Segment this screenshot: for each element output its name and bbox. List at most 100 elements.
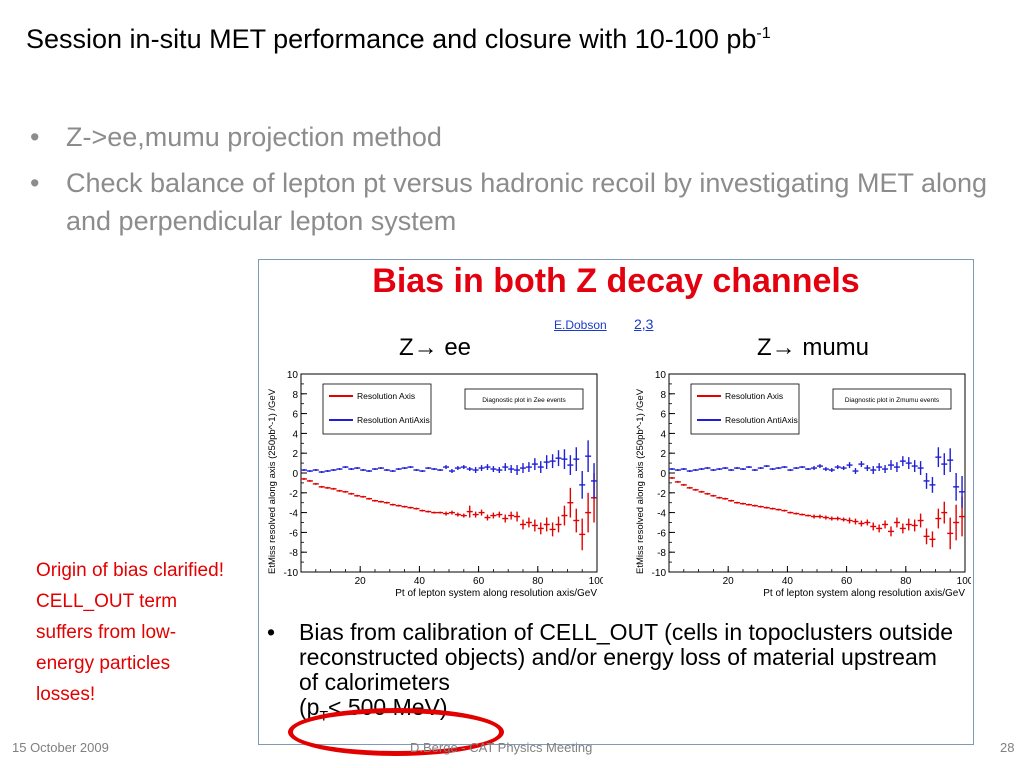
x-tick-label: 60 xyxy=(841,576,853,587)
x-tick-label: 20 xyxy=(355,576,367,587)
data-point xyxy=(348,492,355,495)
data-point xyxy=(704,467,711,470)
data-point xyxy=(401,505,408,508)
data-point xyxy=(496,511,503,518)
y-tick-label: 0 xyxy=(660,469,666,480)
data-point xyxy=(781,509,788,512)
data-point xyxy=(923,528,930,545)
data-point xyxy=(816,464,823,469)
data-point xyxy=(549,454,556,469)
data-point xyxy=(466,505,473,518)
author-refs-link[interactable]: 2,3 xyxy=(634,316,654,332)
data-point xyxy=(312,482,319,485)
data-point xyxy=(775,508,782,511)
data-point xyxy=(460,513,467,518)
y-tick-label: -10 xyxy=(284,568,299,579)
data-point xyxy=(710,494,717,497)
data-point xyxy=(419,509,426,512)
data-point xyxy=(959,475,966,508)
y-tick-label: 6 xyxy=(292,410,298,421)
data-point xyxy=(395,504,402,507)
data-point xyxy=(769,507,776,510)
data-point xyxy=(840,466,847,471)
data-point xyxy=(472,467,479,473)
data-point xyxy=(407,506,414,509)
data-point xyxy=(781,466,788,469)
data-point xyxy=(941,501,948,524)
data-point xyxy=(870,466,877,474)
data-point xyxy=(454,512,461,517)
legend-label: Resolution AntiAxis xyxy=(357,415,430,425)
data-point xyxy=(710,469,717,472)
data-point xyxy=(508,465,515,473)
data-point xyxy=(531,519,538,532)
y-tick-label: -10 xyxy=(652,568,667,579)
data-point xyxy=(828,468,835,473)
data-point xyxy=(728,499,735,502)
data-point xyxy=(811,466,818,471)
figure-title: Bias in both Z decay channels xyxy=(372,262,860,300)
data-point xyxy=(514,511,521,522)
footer-date: 15 October 2009 xyxy=(12,740,109,755)
data-point xyxy=(876,463,883,472)
bullet-item: • Z->ee,mumu projection method xyxy=(30,118,990,156)
data-point xyxy=(336,489,343,492)
data-point xyxy=(413,469,420,472)
data-point xyxy=(377,467,384,470)
data-point xyxy=(460,465,467,470)
data-point xyxy=(537,461,544,473)
y-tick-label: 2 xyxy=(292,449,298,460)
data-point xyxy=(893,517,900,528)
data-point xyxy=(852,518,859,525)
data-point xyxy=(555,450,562,467)
data-point xyxy=(372,499,378,502)
bullet-list: • Z->ee,mumu projection method • Check bal… xyxy=(30,118,990,248)
data-point xyxy=(573,447,580,472)
data-point xyxy=(543,455,550,470)
data-point xyxy=(769,468,776,471)
data-point xyxy=(555,516,562,533)
data-point xyxy=(864,519,871,526)
y-tick-label: -6 xyxy=(657,528,666,539)
data-point xyxy=(793,467,800,470)
y-axis-label: EtMiss resolved along axis (250pb^-1) /G… xyxy=(635,388,646,574)
data-point xyxy=(508,511,515,520)
legend-label: Resolution Axis xyxy=(725,391,783,401)
x-tick-label: 40 xyxy=(782,576,794,587)
data-point xyxy=(525,517,532,528)
data-point xyxy=(686,470,693,473)
data-point xyxy=(899,523,906,534)
data-point xyxy=(496,467,503,473)
data-point xyxy=(549,522,556,537)
data-point xyxy=(448,469,455,473)
diagnostic-box xyxy=(464,388,584,410)
data-point xyxy=(698,468,705,471)
data-point xyxy=(443,465,450,470)
data-point xyxy=(899,456,906,467)
y-tick-label: -6 xyxy=(289,528,298,539)
data-point xyxy=(330,487,337,490)
data-point xyxy=(318,471,325,473)
data-point xyxy=(799,466,806,469)
y-tick-label: 6 xyxy=(660,410,666,421)
data-point xyxy=(846,517,853,524)
y-tick-label: -2 xyxy=(657,489,666,500)
data-point xyxy=(383,501,390,504)
diagnostic-box xyxy=(832,388,952,410)
data-point xyxy=(514,465,521,475)
author-link[interactable]: E.Dobson xyxy=(554,318,607,332)
data-point xyxy=(431,511,438,514)
data-point xyxy=(692,488,699,491)
data-point xyxy=(324,486,331,489)
data-point xyxy=(805,514,812,517)
data-point xyxy=(947,448,954,473)
x-tick-label: 80 xyxy=(532,576,544,587)
x-tick-label: 100 xyxy=(589,576,603,587)
slide-title-superscript: -1 xyxy=(756,25,771,42)
data-point xyxy=(763,465,770,468)
data-point xyxy=(828,516,835,521)
data-point xyxy=(312,469,319,472)
data-point xyxy=(306,470,313,473)
data-point xyxy=(342,466,349,469)
